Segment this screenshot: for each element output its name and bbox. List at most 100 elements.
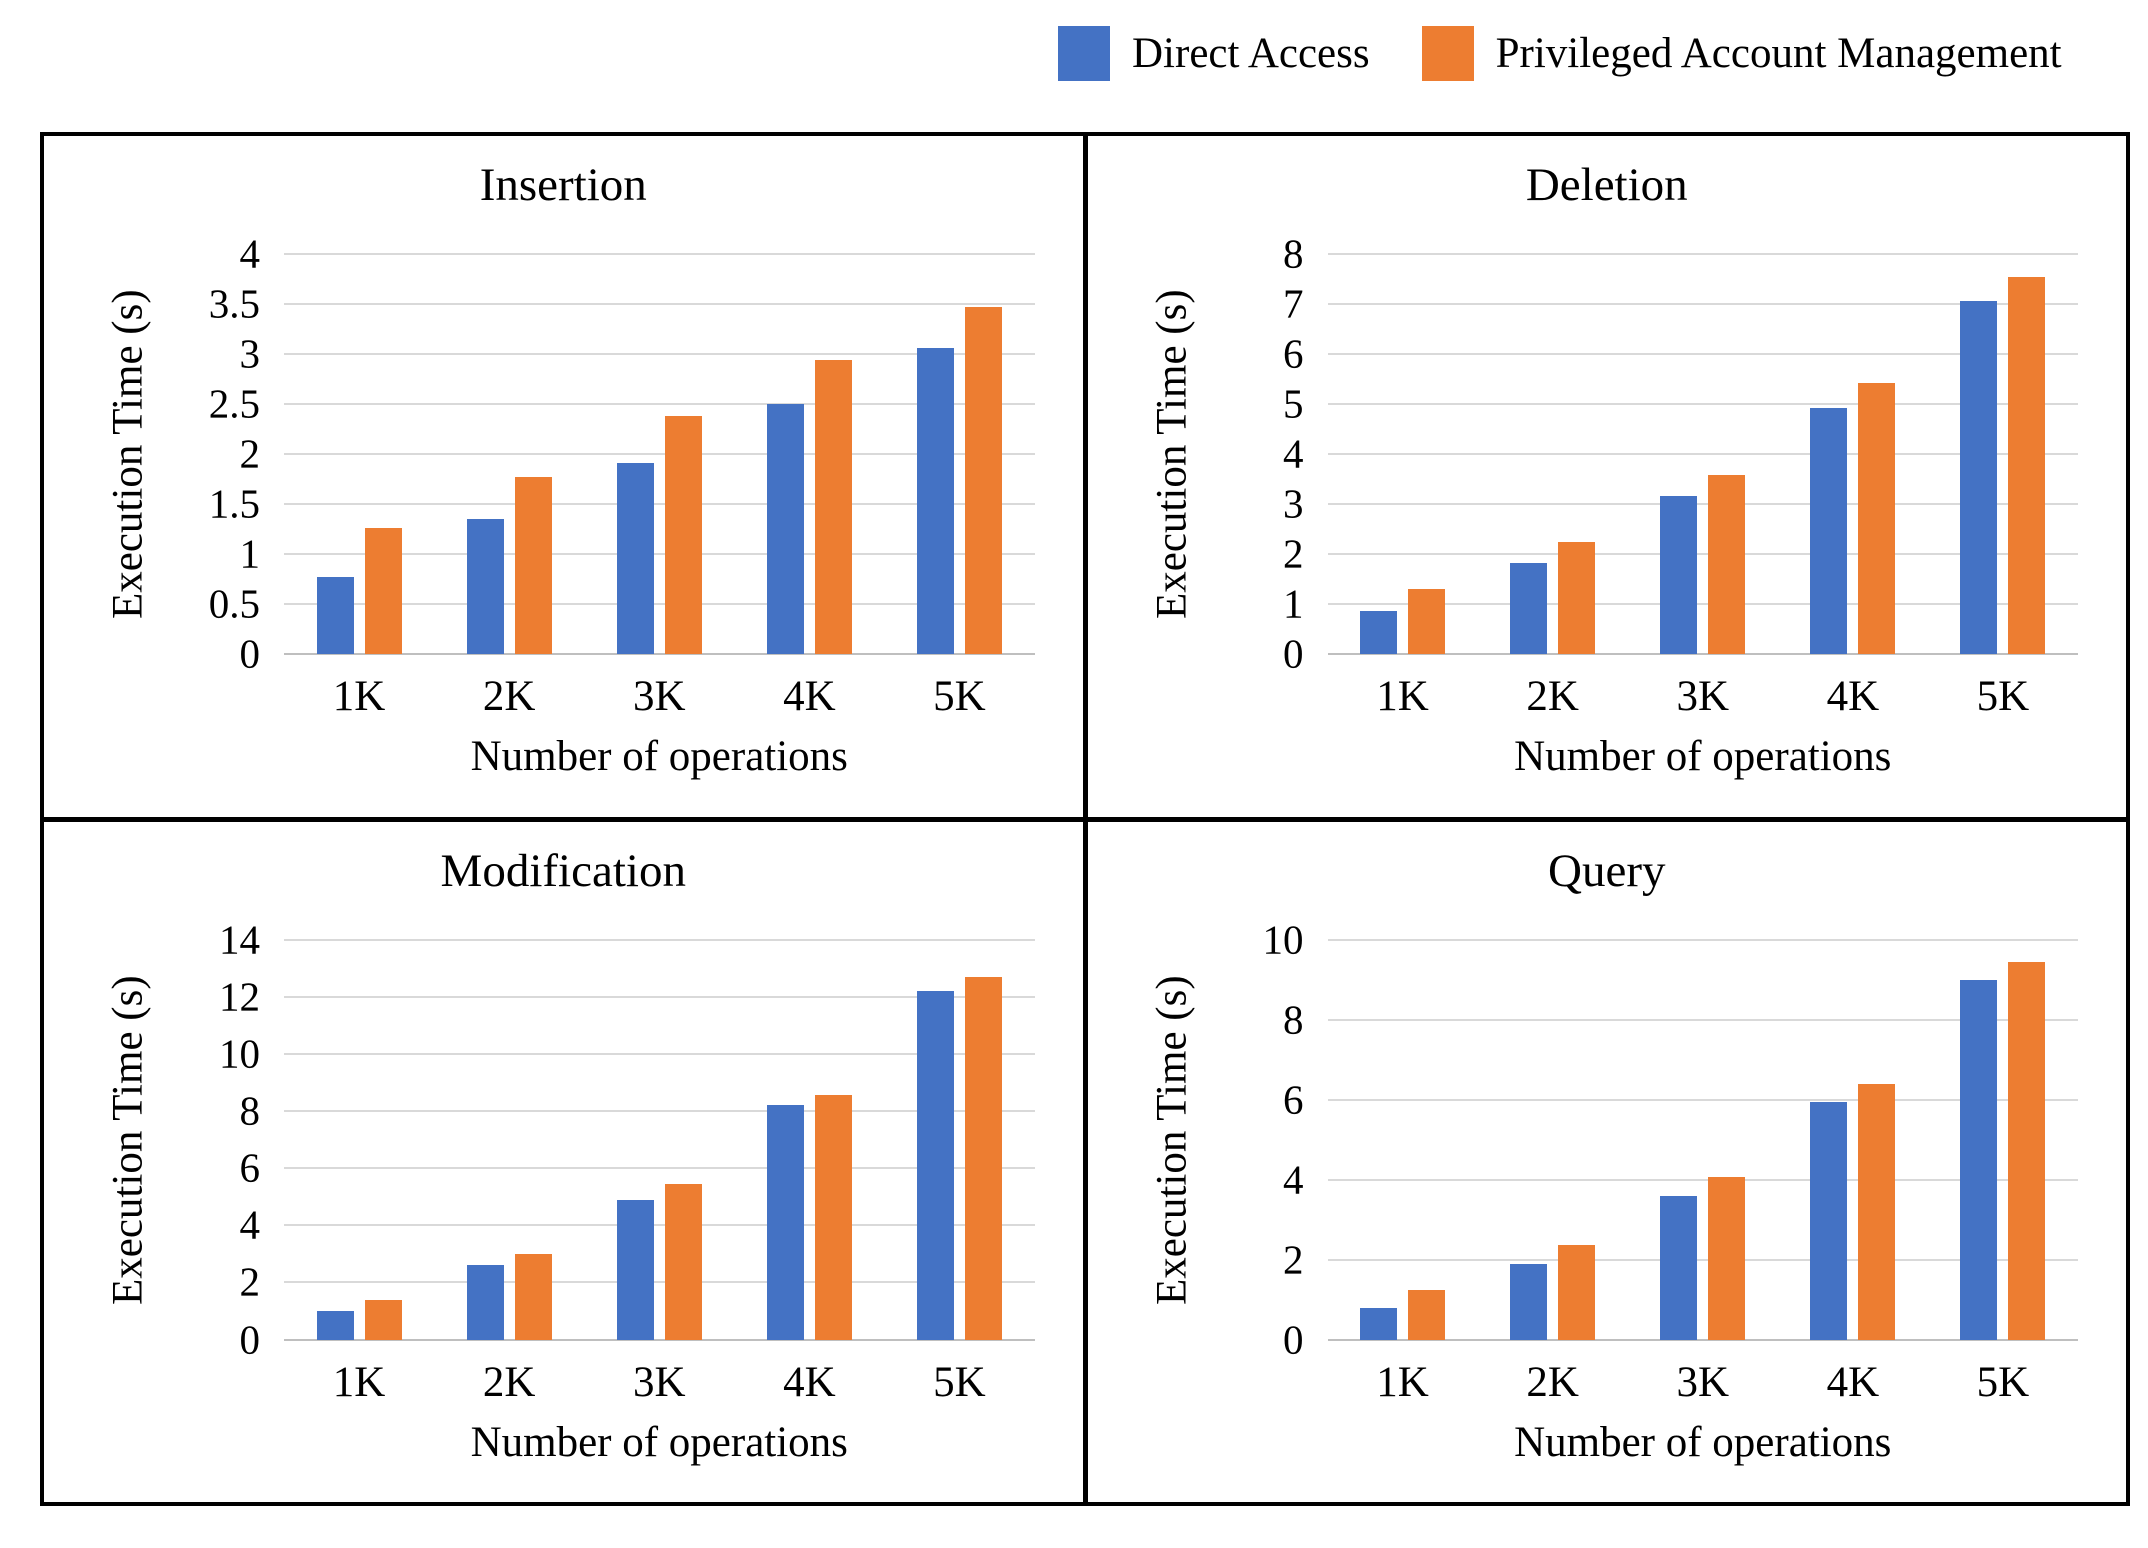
bar-direct-access-3k (616, 1199, 654, 1340)
x-tick-label: 2K (482, 673, 536, 720)
chart-panel-query: Query Execution Time (s) 0 2 4 6 8 10 1K 2K 3K 4K… (1087, 821, 2126, 1502)
y-tick-label: 1.5 (208, 480, 260, 527)
y-tick-label: 10 (219, 1030, 260, 1077)
bar-privileged-account-management-4k (814, 360, 852, 654)
x-tick-label: 1K (332, 673, 386, 720)
bar-direct-access-5k (916, 348, 954, 654)
plot-area: 0 1 2 3 4 5 6 7 8 1K 2K 3K 4K 5K (1283, 233, 2078, 720)
x-axis-line (284, 1338, 1035, 1341)
bar-privileged-account-management-4k (1858, 1083, 1896, 1340)
y-axis-title: Execution Time (s) (1148, 974, 1195, 1305)
gridline (1327, 253, 2078, 255)
x-tick-label: 5K (1976, 1358, 2030, 1406)
bar-privileged-account-management-5k (2008, 962, 2046, 1340)
gridline (1327, 403, 2078, 405)
bar-privileged-account-management-3k (664, 1183, 702, 1340)
bar-direct-access-5k (916, 990, 954, 1340)
y-tick-label: 0 (1283, 630, 1304, 677)
y-tick-label: 2 (239, 1258, 261, 1305)
bar-direct-access-2k (1510, 563, 1548, 654)
y-tick-label: 6 (1283, 330, 1304, 377)
chart-title: Insertion (479, 159, 647, 211)
x-tick-label: 5K (1976, 673, 2030, 720)
x-axis-line (1327, 653, 2078, 655)
bar-privileged-account-management-1k (1408, 1289, 1446, 1340)
gridline (284, 253, 1035, 255)
chart-panel-deletion: Deletion Execution Time (s) 0 1 2 3 4 5 6 7 8 1K 2… (1087, 136, 2126, 817)
bar-group-2k (434, 940, 584, 1340)
y-tick-label: 6 (239, 1144, 261, 1191)
y-tick-label: 6 (1283, 1076, 1304, 1122)
gridline (1327, 303, 2078, 305)
x-axis-title: Number of operations (1514, 733, 1892, 780)
bar-direct-access-4k (1810, 1102, 1848, 1340)
y-tick-label: 0 (239, 1316, 261, 1362)
x-axis-line (284, 653, 1035, 655)
chart-title: Modification (440, 844, 686, 897)
bar-direct-access-2k (1510, 1263, 1548, 1340)
y-tick-label: 14 (219, 916, 260, 962)
bar-direct-access-3k (1660, 495, 1698, 654)
x-axis-line (1327, 1338, 2078, 1341)
y-tick-label: 1 (239, 530, 261, 577)
y-tick-label: 8 (1283, 230, 1304, 277)
bar-privileged-account-management-2k (1558, 1244, 1596, 1340)
plot-area: 0 0.5 1 1.5 2 2.5 3 3.5 4 1K 2K 3K 4K 5K (209, 233, 1035, 720)
gridline (284, 503, 1035, 505)
x-axis-title: Number of operations (470, 733, 848, 780)
y-tick-label: 3.5 (208, 280, 260, 327)
bar-privileged-account-management-2k (1558, 541, 1596, 654)
gridline (1327, 1018, 2078, 1021)
chart-title: Query (1548, 844, 1666, 897)
bar-direct-access-4k (1810, 407, 1848, 654)
gridline (284, 403, 1035, 405)
bar-group-4k (734, 254, 884, 654)
bar-group-4k (1778, 940, 1928, 1340)
gridline (1327, 1098, 2078, 1101)
gridline (284, 303, 1035, 305)
bar-direct-access-2k (466, 519, 504, 654)
gridline (1327, 1178, 2078, 1181)
bar-group-3k (1628, 940, 1778, 1340)
x-tick-label: 1K (332, 1358, 386, 1406)
y-tick-label: 3 (1283, 480, 1304, 527)
bar-privileged-account-management-5k (964, 976, 1002, 1340)
bar-privileged-account-management-3k (664, 416, 702, 654)
bar-privileged-account-management-3k (1708, 1176, 1746, 1340)
y-tick-label: 2 (1283, 1236, 1304, 1282)
gridline (284, 995, 1035, 998)
x-tick-label: 4K (783, 1358, 836, 1406)
bar-group-2k (1478, 254, 1628, 654)
gridline (284, 353, 1035, 355)
x-axis-title: Number of operations (1514, 1418, 1892, 1466)
bar-direct-access-2k (466, 1265, 504, 1340)
x-tick-label: 3K (1676, 1358, 1730, 1406)
gridline (284, 1281, 1035, 1284)
bar-group-2k (434, 254, 584, 654)
gridline (1327, 603, 2078, 605)
bar-direct-access-1k (316, 577, 354, 654)
chart-title: Deletion (1525, 159, 1688, 211)
legend-label-privileged-account-management: Privileged Account Management (1495, 30, 2062, 77)
gridline (1327, 938, 2078, 941)
y-tick-label: 0.5 (208, 580, 260, 627)
bar-direct-access-1k (316, 1310, 354, 1340)
y-tick-label: 4 (1283, 430, 1304, 477)
gridline (284, 453, 1035, 455)
bar-direct-access-4k (766, 404, 804, 654)
bar-privileged-account-management-1k (1408, 589, 1446, 654)
x-tick-label: 3K (632, 1358, 686, 1406)
y-tick-label: 2 (239, 430, 261, 477)
bar-group-3k (584, 940, 734, 1340)
y-axis-title: Execution Time (s) (1148, 289, 1195, 619)
gridline (1327, 553, 2078, 555)
gridline (1327, 1258, 2078, 1261)
bar-privileged-account-management-1k (364, 1299, 402, 1340)
y-tick-label: 0 (239, 630, 261, 677)
x-tick-label: 4K (783, 673, 836, 720)
bar-privileged-account-management-2k (514, 1253, 552, 1340)
bar-group-4k (734, 940, 884, 1340)
gridline (284, 1224, 1035, 1227)
bar-group-1k (1328, 940, 1478, 1340)
bar-direct-access-5k (1960, 300, 1998, 654)
